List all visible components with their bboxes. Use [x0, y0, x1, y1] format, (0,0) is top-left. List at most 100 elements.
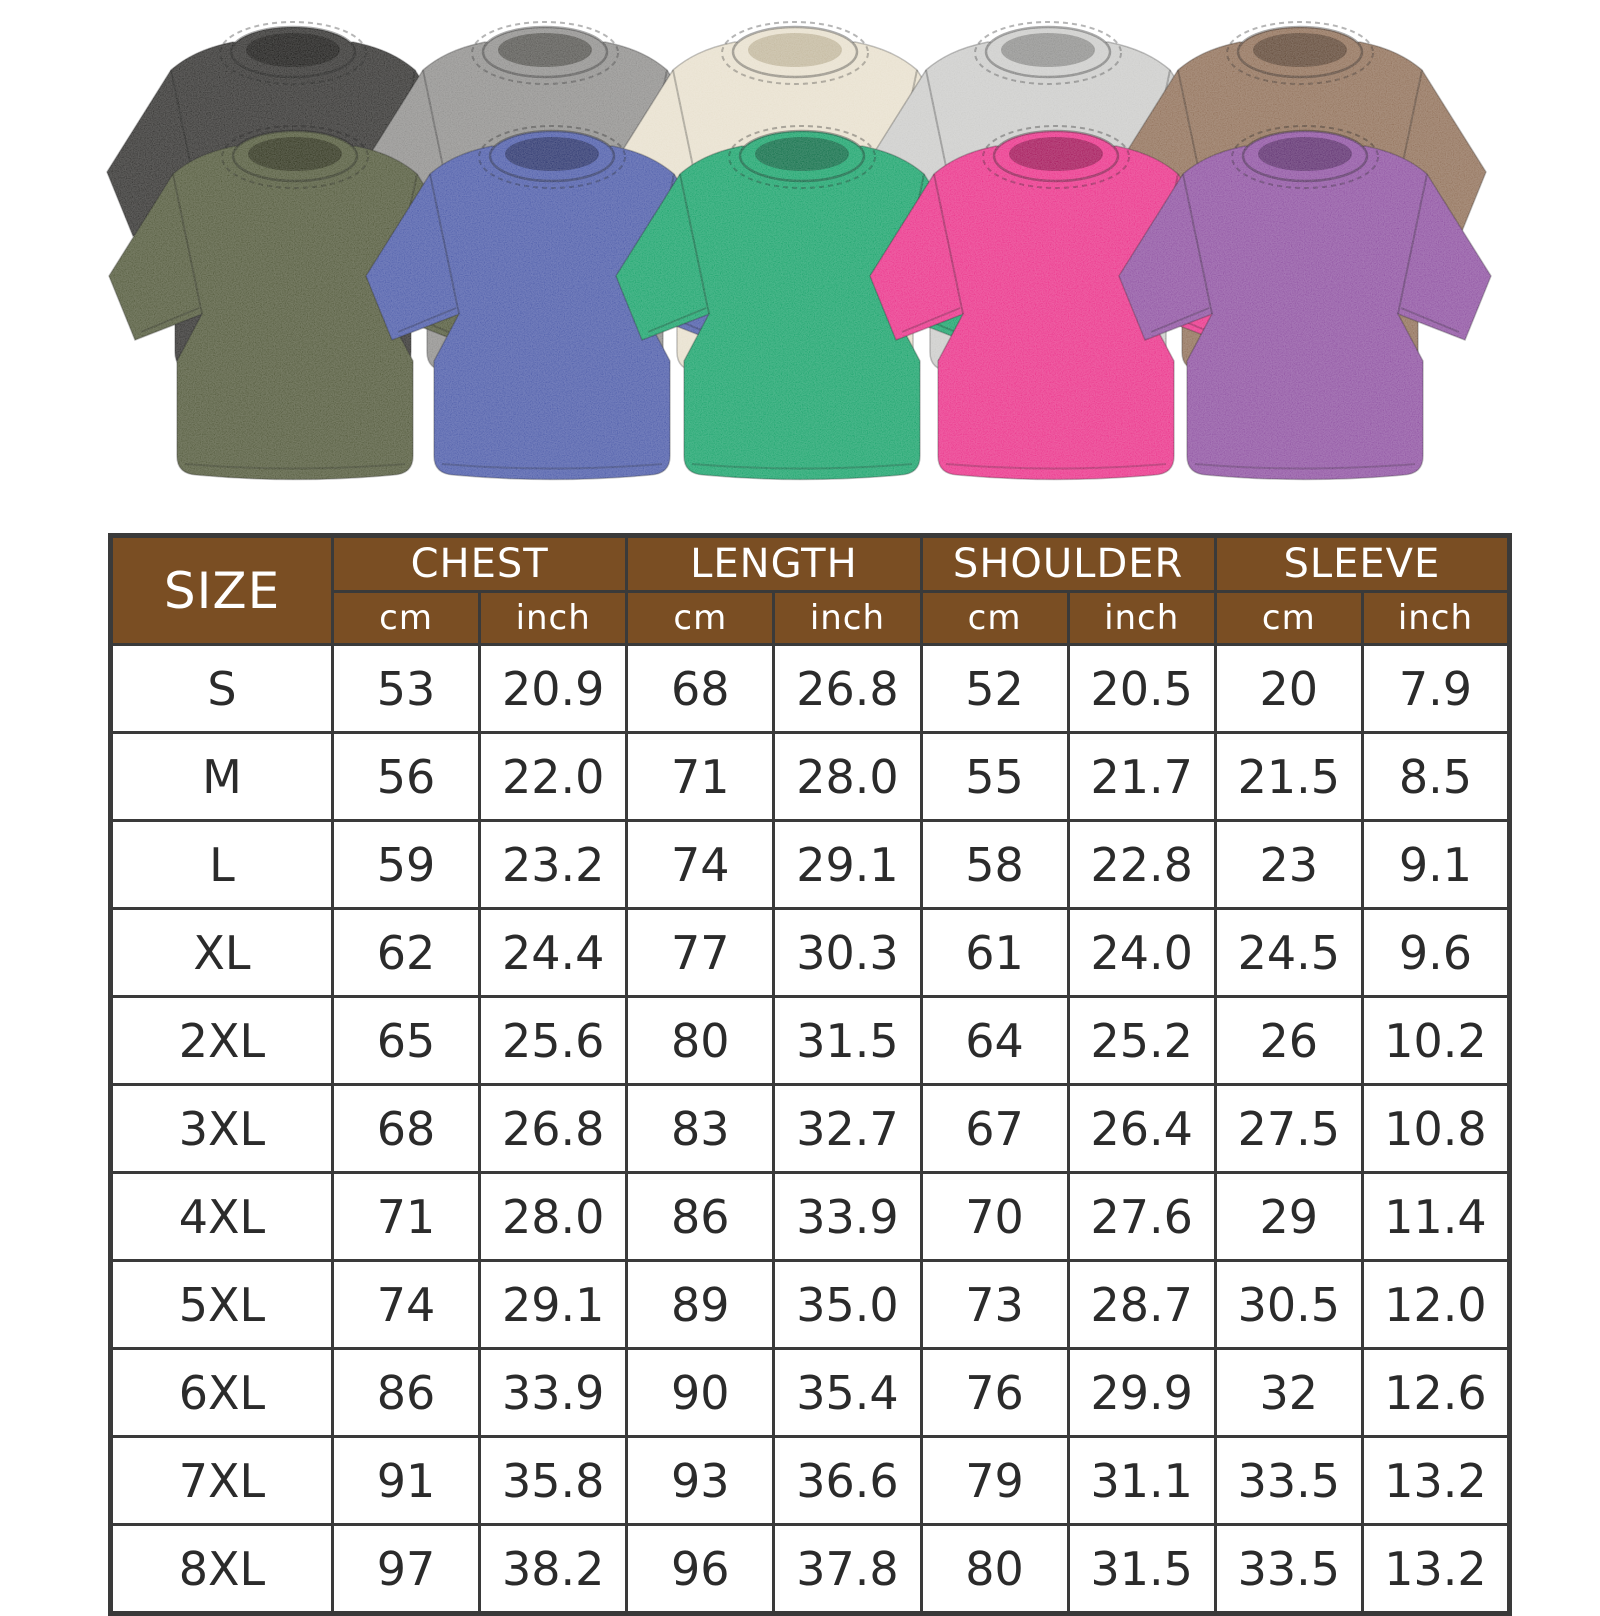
size-cell: 2XL: [109, 995, 334, 1086]
value-cell: 90: [625, 1347, 776, 1438]
value-cell: 59: [330, 819, 482, 910]
unit-header-chest-cm: cm: [330, 590, 482, 646]
value-cell: 33.5: [1213, 1435, 1364, 1526]
value-cell: 29: [1213, 1171, 1364, 1262]
table-row: XL 62 24.4 77 30.3 61 24.0 24.5 9.6: [109, 907, 1512, 998]
tshirt-purple: [1117, 124, 1493, 481]
size-cell: 5XL: [109, 1259, 334, 1350]
value-cell: 28.0: [772, 731, 923, 822]
table-row: 2XL 65 25.6 80 31.5 64 25.2 26 10.2: [109, 995, 1512, 1086]
value-cell: 28.0: [478, 1171, 629, 1262]
tshirt-rose: [868, 124, 1244, 481]
value-cell: 93: [625, 1435, 776, 1526]
value-cell: 74: [625, 819, 776, 910]
value-cell: 36.6: [772, 1435, 923, 1526]
tshirt-cream: [607, 20, 983, 377]
size-cell: S: [109, 643, 334, 734]
unit-header-shoulder-inch: inch: [1066, 590, 1217, 646]
value-cell: 31.1: [1066, 1435, 1217, 1526]
value-cell: 30.5: [1213, 1259, 1364, 1350]
value-cell: 20: [1213, 643, 1364, 734]
value-cell: 71: [625, 731, 776, 822]
value-cell: 37.8: [772, 1523, 923, 1615]
value-cell: 33.5: [1213, 1523, 1364, 1615]
table-row: 4XL 71 28.0 86 33.9 70 27.6 29 11.4: [109, 1171, 1512, 1262]
value-cell: 30.3: [772, 907, 923, 998]
header-unit-row: cm inch cm inch cm inch cm inch: [111, 590, 1512, 646]
value-cell: 53: [330, 643, 482, 734]
value-cell: 29.1: [478, 1259, 629, 1350]
table-row: 7XL 91 35.8 93 36.6 79 31.1 33.5 13.2: [109, 1435, 1512, 1526]
tshirt-brown: [1112, 20, 1488, 377]
value-cell: 73: [919, 1259, 1070, 1350]
value-cell: 24.5: [1213, 907, 1364, 998]
size-chart-table: SIZE CHEST LENGTH SHOULDER SLEEVE cm inc…: [108, 533, 1512, 1616]
unit-header-length-inch: inch: [772, 590, 923, 646]
value-cell: 97: [330, 1523, 482, 1615]
size-cell: M: [109, 731, 334, 822]
tshirt-light-grey: [860, 20, 1236, 377]
tshirt-green: [614, 124, 990, 481]
value-cell: 20.5: [1066, 643, 1217, 734]
value-cell: 32: [1213, 1347, 1364, 1438]
table-row: 3XL 68 26.8 83 32.7 67 26.4 27.5 10.8: [109, 1083, 1512, 1174]
tshirt-blue: [364, 124, 740, 481]
value-cell: 9.6: [1360, 907, 1512, 998]
value-cell: 24.0: [1066, 907, 1217, 998]
unit-header-sleeve-cm: cm: [1213, 590, 1364, 646]
tshirt-gallery: [105, 20, 1493, 481]
value-cell: 10.2: [1360, 995, 1512, 1086]
column-header-size: SIZE: [109, 534, 334, 646]
value-cell: 24.4: [478, 907, 629, 998]
size-cell: 6XL: [109, 1347, 334, 1438]
value-cell: 22.8: [1066, 819, 1217, 910]
value-cell: 68: [330, 1083, 482, 1174]
value-cell: 70: [919, 1171, 1070, 1262]
value-cell: 31.5: [1066, 1523, 1217, 1615]
value-cell: 38.2: [478, 1523, 629, 1615]
size-cell: 4XL: [109, 1171, 334, 1262]
value-cell: 86: [330, 1347, 482, 1438]
value-cell: 71: [330, 1171, 482, 1262]
value-cell: 21.7: [1066, 731, 1217, 822]
value-cell: 58: [919, 819, 1070, 910]
value-cell: 23: [1213, 819, 1364, 910]
value-cell: 29.1: [772, 819, 923, 910]
table-row: 5XL 74 29.1 89 35.0 73 28.7 30.5 12.0: [109, 1259, 1512, 1350]
value-cell: 8.5: [1360, 731, 1512, 822]
table-row: 8XL 97 38.2 96 37.8 80 31.5 33.5 13.2: [109, 1523, 1512, 1615]
value-cell: 12.0: [1360, 1259, 1512, 1350]
value-cell: 62: [330, 907, 482, 998]
value-cell: 33.9: [478, 1347, 629, 1438]
column-header-shoulder: SHOULDER: [919, 534, 1217, 593]
size-cell: 3XL: [109, 1083, 334, 1174]
value-cell: 35.8: [478, 1435, 629, 1526]
value-cell: 27.6: [1066, 1171, 1217, 1262]
value-cell: 13.2: [1360, 1523, 1512, 1615]
value-cell: 80: [625, 995, 776, 1086]
value-cell: 26.4: [1066, 1083, 1217, 1174]
value-cell: 13.2: [1360, 1435, 1512, 1526]
value-cell: 28.7: [1066, 1259, 1217, 1350]
value-cell: 91: [330, 1435, 482, 1526]
value-cell: 61: [919, 907, 1070, 998]
value-cell: 67: [919, 1083, 1070, 1174]
size-cell: L: [109, 819, 334, 910]
unit-header-length-cm: cm: [625, 590, 776, 646]
value-cell: 29.9: [1066, 1347, 1217, 1438]
value-cell: 83: [625, 1083, 776, 1174]
column-header-sleeve: SLEEVE: [1213, 534, 1512, 593]
value-cell: 56: [330, 731, 482, 822]
value-cell: 25.6: [478, 995, 629, 1086]
value-cell: 23.2: [478, 819, 629, 910]
value-cell: 22.0: [478, 731, 629, 822]
column-header-chest: CHEST: [330, 534, 629, 593]
value-cell: 20.9: [478, 643, 629, 734]
value-cell: 26: [1213, 995, 1364, 1086]
unit-header-shoulder-cm: cm: [919, 590, 1070, 646]
tshirt-black: [105, 20, 481, 377]
value-cell: 21.5: [1213, 731, 1364, 822]
value-cell: 74: [330, 1259, 482, 1350]
size-cell: 8XL: [109, 1523, 334, 1615]
value-cell: 64: [919, 995, 1070, 1086]
